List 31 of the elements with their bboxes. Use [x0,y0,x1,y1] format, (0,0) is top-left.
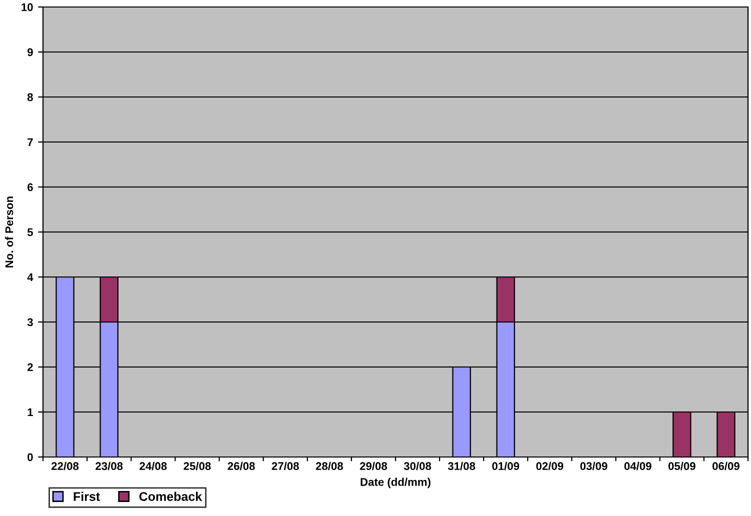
y-tick-label: 7 [28,138,33,146]
x-tick-label: 26/08 [228,462,255,470]
legend-label: First [74,492,100,501]
x-tick-label: 29/08 [360,462,388,470]
y-tick-label: 6 [28,183,33,192]
y-tick-label: 2 [27,363,33,372]
x-axis-title: Date (dd/mm) [360,478,430,488]
x-tick-label: 05/09 [668,462,696,470]
x-tick-label: 28/08 [316,462,343,470]
y-tick-label: 10 [22,3,33,12]
x-tick-label: 04/09 [624,462,652,470]
y-tick-label: 8 [27,93,33,102]
x-tick-label: 23/08 [96,462,123,470]
x-tick-label: 25/08 [184,462,211,470]
y-tick-label: 3 [27,318,33,326]
x-tick-label: 27/08 [272,462,299,470]
x-tick-label: 31/08 [448,462,476,470]
y-axis-title: No. of Person [5,196,14,268]
x-tick-label: 01/09 [492,462,520,470]
legend-label: Comeback [139,492,202,501]
x-tick-label: 24/08 [140,462,167,470]
x-tick-label: 22/08 [52,462,79,470]
y-tick-label: 1 [28,408,33,416]
x-tick-label: 30/08 [404,462,432,470]
y-tick-label: 5 [27,228,33,236]
y-tick-label: 4 [27,273,34,282]
x-tick-label: 06/09 [712,462,740,470]
y-tick-label: 0 [28,453,33,462]
x-tick-label: 02/09 [536,462,564,470]
x-tick-label: 03/09 [580,462,608,470]
y-tick-label: 9 [27,48,33,56]
